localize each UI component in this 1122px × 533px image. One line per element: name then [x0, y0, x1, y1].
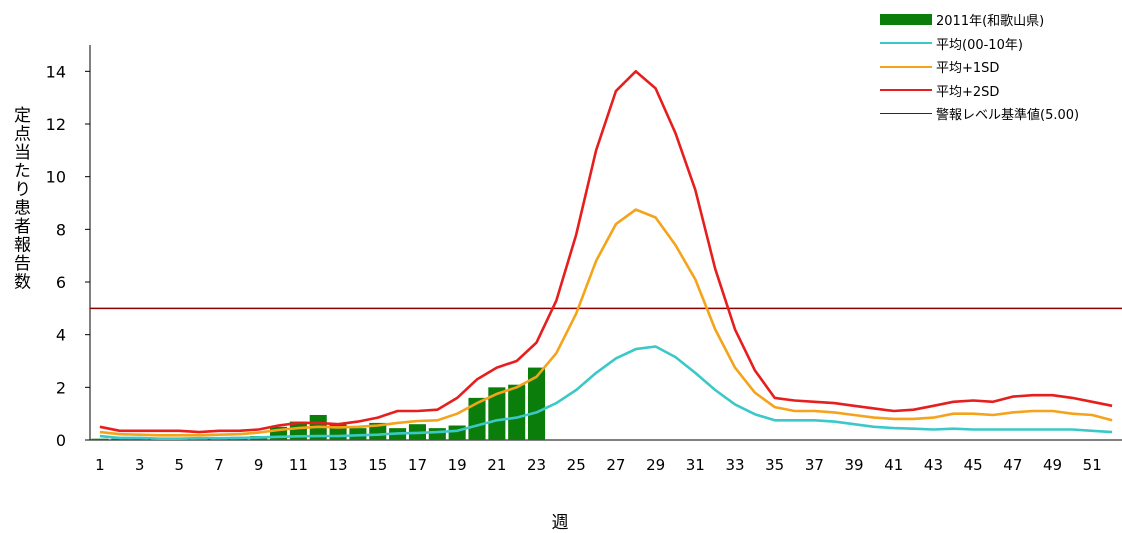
- legend-item-bars: 2011年(和歌山県): [880, 8, 1079, 32]
- y-tick-label: 0: [56, 431, 66, 450]
- y-tick-label: 6: [56, 273, 66, 292]
- y-tick-labels: 0 2 4 6 8 10 12 14: [46, 62, 66, 450]
- x-tick-label: 47: [1003, 456, 1022, 474]
- legend-item-mean: 平均(00-10年): [880, 32, 1079, 56]
- x-tick-label: 51: [1083, 456, 1102, 474]
- x-tick-label: 25: [567, 456, 586, 474]
- y-tick-label: 14: [46, 62, 66, 81]
- y-tick-label: 8: [56, 220, 66, 239]
- x-tick-label: 45: [964, 456, 983, 474]
- legend-swatch-mean-1sd: [880, 65, 932, 68]
- bar: [528, 367, 546, 440]
- x-tick-label: 31: [686, 456, 705, 474]
- x-axis-label: 週: [551, 513, 569, 533]
- y-tick-label: 12: [46, 115, 66, 134]
- series-line-0: [99, 345, 1113, 441]
- bar: [448, 425, 466, 440]
- x-tick-label: 33: [725, 456, 744, 474]
- series-line-1: [99, 208, 1113, 437]
- legend: 2011年(和歌山県) 平均(00-10年) 平均+1SD 平均+2SD 警報レ…: [880, 8, 1079, 126]
- x-tick-label: 39: [845, 456, 864, 474]
- x-tick-label: 21: [487, 456, 506, 474]
- x-tick-label: 11: [289, 456, 308, 474]
- bar: [468, 397, 486, 440]
- x-tick-label: 13: [329, 456, 348, 474]
- x-tick-label: 41: [884, 456, 903, 474]
- x-tick-label: 7: [214, 456, 224, 474]
- bar: [428, 428, 446, 440]
- legend-swatch-threshold: [880, 113, 932, 115]
- bar: [508, 384, 526, 440]
- x-tick-label: 15: [368, 456, 387, 474]
- legend-label-threshold: 警報レベル基準値(5.00): [936, 108, 1080, 124]
- x-tick-labels: 1 3 5 7 9 11 13 15 17 19 21 23 25 27 29 31 33 35 37 39 41 43 4…: [95, 456, 1102, 474]
- legend-swatch-bars: [880, 14, 932, 26]
- x-tick-label: 23: [527, 456, 546, 474]
- bar: [111, 438, 129, 440]
- x-tick-label: 37: [805, 456, 824, 474]
- x-tick-label: 1: [95, 456, 105, 474]
- x-tick-label: 43: [924, 456, 943, 474]
- x-tick-label: 29: [646, 456, 665, 474]
- legend-label-mean: 平均(00-10年): [936, 37, 1023, 53]
- legend-item-mean-1sd: 平均+1SD: [880, 55, 1079, 79]
- bar: [91, 438, 109, 440]
- x-tick-label: 3: [135, 456, 145, 474]
- x-tick-label: 35: [765, 456, 784, 474]
- legend-swatch-mean: [880, 42, 932, 45]
- x-tick-label: 5: [175, 456, 185, 474]
- y-axis-label: 定点当たり患者報告数: [10, 106, 30, 291]
- series-line-2: [99, 70, 1113, 434]
- legend-item-mean-2sd: 平均+2SD: [880, 79, 1079, 103]
- bar: [488, 387, 506, 440]
- x-tick-label: 17: [408, 456, 427, 474]
- line-series: [99, 70, 1113, 441]
- y-tick-label: 10: [46, 168, 66, 187]
- legend-label-mean-1sd: 平均+1SD: [936, 61, 1000, 77]
- y-tick-label: 2: [56, 378, 66, 397]
- legend-swatch-mean-2sd: [880, 89, 932, 92]
- y-tick-label: 4: [56, 326, 66, 345]
- x-tick-label: 9: [254, 456, 264, 474]
- legend-label-bars: 2011年(和歌山県): [936, 14, 1045, 30]
- legend-item-threshold: 警報レベル基準値(5.00): [880, 102, 1079, 126]
- x-tick-label: 19: [448, 456, 467, 474]
- x-tick-label: 27: [606, 456, 625, 474]
- x-tick-label: 49: [1043, 456, 1062, 474]
- legend-label-mean-2sd: 平均+2SD: [936, 84, 1000, 100]
